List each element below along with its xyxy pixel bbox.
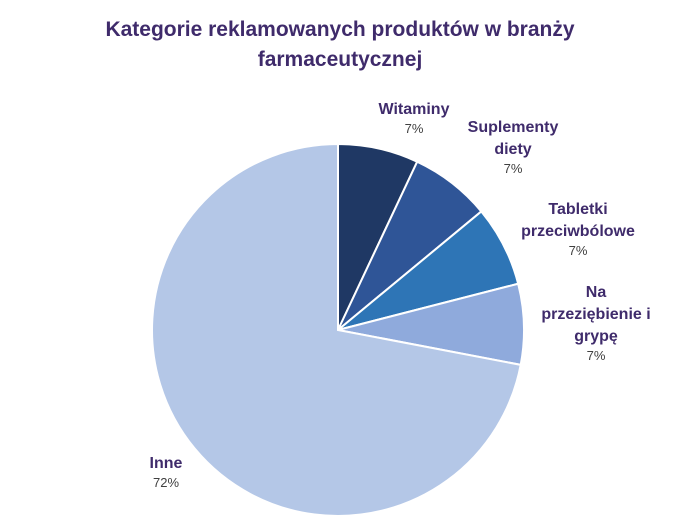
slice-category-label: Witaminy: [379, 101, 450, 118]
slice-label: Suplementy diety 7%: [468, 119, 559, 176]
slice-category-label: przeziębienie i: [541, 306, 650, 323]
slice-label: Na przeziębienie i grypę 7%: [541, 284, 650, 363]
slice-category-label: grypę: [574, 328, 618, 345]
slice-labels: Witaminy 7% Suplementy diety 7% Tabletki przec…: [150, 101, 651, 490]
slice-value-label: 7%: [569, 243, 588, 258]
slice-label: Witaminy 7%: [379, 101, 450, 136]
slice-category-label: Tabletki: [548, 201, 607, 218]
slice-value-label: 7%: [405, 121, 424, 136]
slice-category-label: diety: [494, 141, 531, 158]
pie-slices: [151, 142, 525, 517]
slice-category-label: Suplementy: [468, 119, 559, 136]
slice-value-label: 7%: [587, 348, 606, 363]
slice-label: Tabletki przeciwbólowe 7%: [521, 201, 635, 258]
slice-value-label: 7%: [504, 161, 523, 176]
chart-title-line: Kategorie reklamowanych produktów w bran…: [105, 18, 574, 41]
slice-label: Inne 72%: [150, 455, 183, 490]
chart-title-line: farmaceutycznej: [258, 48, 423, 71]
slice-category-label: przeciwbólowe: [521, 223, 635, 240]
chart-title: Kategorie reklamowanych produktów w bran…: [105, 18, 574, 71]
slice-value-label: 72%: [153, 475, 179, 490]
slice-category-label: Na: [586, 284, 607, 301]
pie-slice-inne: [151, 142, 522, 517]
slice-category-label: Inne: [150, 455, 183, 472]
